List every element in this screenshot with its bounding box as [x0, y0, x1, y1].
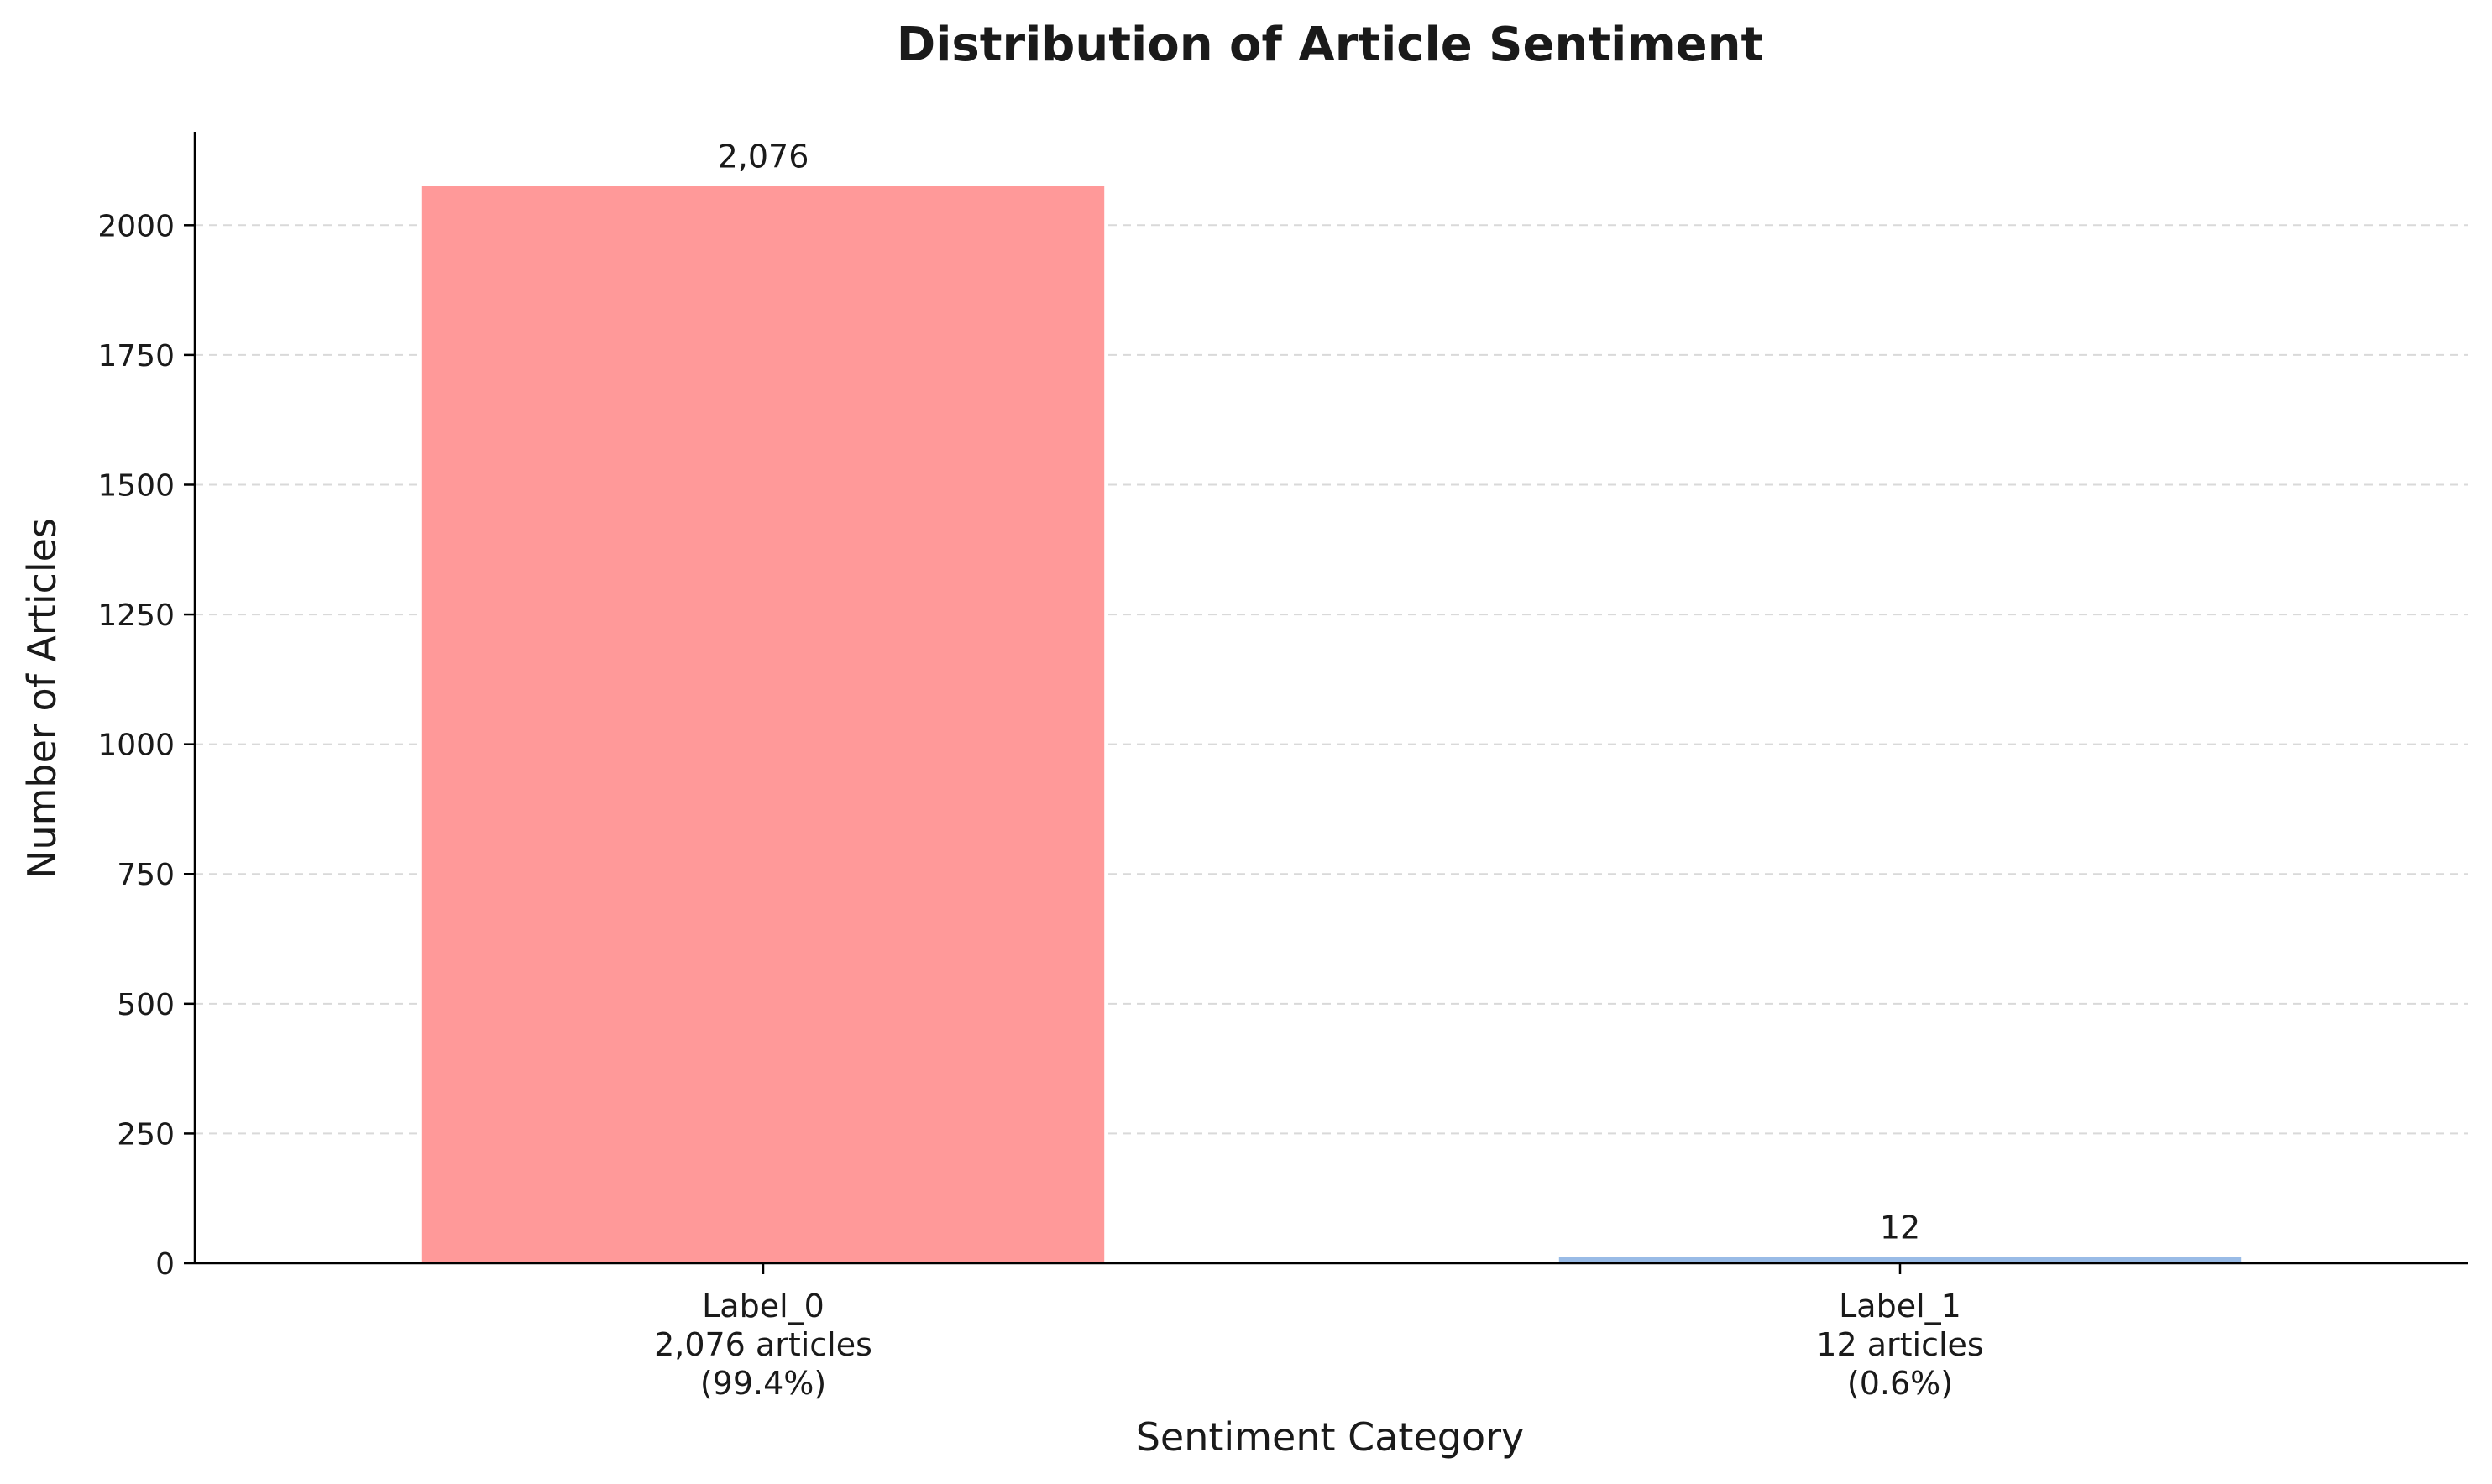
bar-value-label: 2,076: [718, 138, 809, 175]
y-tick-label: 1500: [97, 468, 175, 503]
data-labels: 2,076 12: [718, 138, 1921, 1246]
x-tick-label-line: 2,076 articles: [654, 1326, 872, 1363]
bar-label-0: [421, 186, 1105, 1264]
x-tick-label-line: Label_1: [1839, 1288, 1961, 1325]
y-tick-label: 0: [155, 1247, 175, 1282]
chart-title: Distribution of Article Sentiment: [897, 18, 1764, 72]
x-tick-label: Label_0 2,076 articles (99.4%): [654, 1288, 872, 1402]
y-tick-label: 2000: [97, 209, 175, 243]
bar-value-label: 12: [1880, 1210, 1920, 1246]
x-tick-label-line: 12 articles: [1816, 1326, 1983, 1363]
x-tick-label-line: Label_0: [702, 1288, 825, 1325]
x-tick-label-line: (0.6%): [1847, 1365, 1953, 1402]
x-axis-title: Sentiment Category: [1136, 1414, 1525, 1460]
y-tick-label: 250: [117, 1117, 175, 1152]
bars: [421, 186, 2242, 1264]
y-tick-label: 1000: [97, 729, 175, 763]
y-tick-label: 750: [117, 858, 175, 892]
bar-label-1: [1558, 1257, 2242, 1263]
y-tick-label: 500: [117, 988, 175, 1022]
y-tick-label: 1250: [97, 598, 175, 633]
y-tick-label: 1750: [97, 339, 175, 374]
x-tick-label-line: (99.4%): [700, 1365, 826, 1402]
x-tick-label: Label_1 12 articles (0.6%): [1816, 1288, 1983, 1402]
y-axis-title: Number of Articles: [19, 518, 65, 879]
